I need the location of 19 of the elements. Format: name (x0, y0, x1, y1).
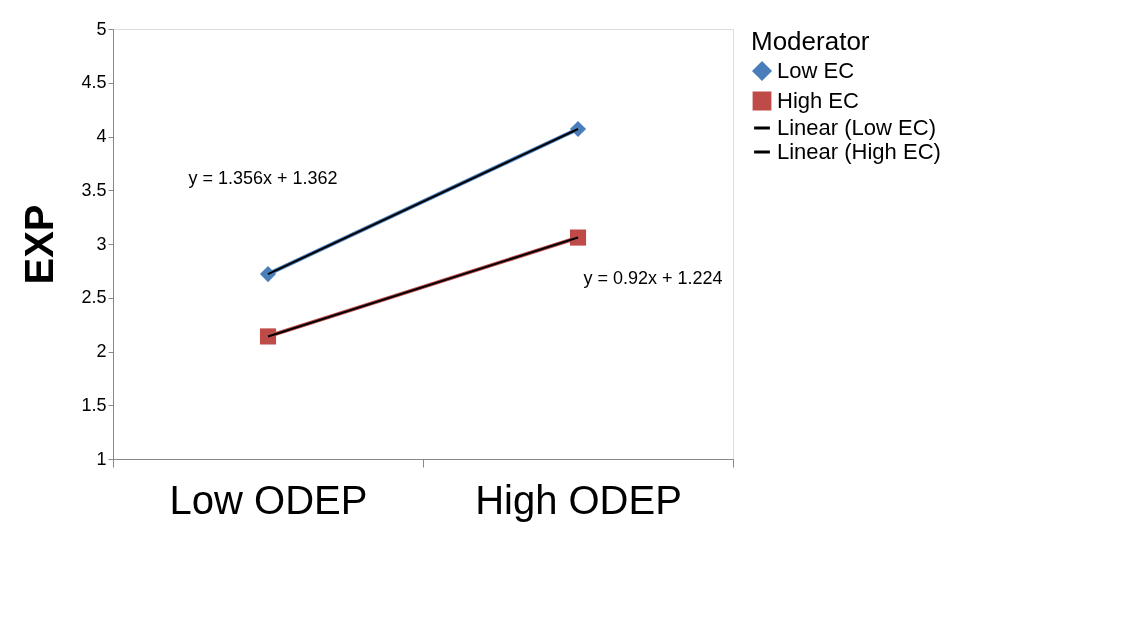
legend-label: Low EC (777, 58, 855, 83)
annotation: y = 0.92x + 1.224 (583, 268, 723, 288)
y-tick-label: 2 (96, 341, 107, 361)
annotation: y = 1.356x + 1.362 (188, 168, 338, 188)
y-tick-label: 3.5 (81, 179, 107, 200)
y-tick-label: 1.5 (81, 394, 107, 415)
legend-label: Linear (Low EC) (777, 115, 936, 140)
legend-label: High EC (777, 88, 860, 113)
y-tick-label: 5 (96, 18, 107, 39)
y-tick-label: 4 (96, 126, 107, 146)
y-tick-label: 2.5 (81, 287, 107, 308)
y-tick-label: 1 (96, 448, 107, 469)
y-tick-label: 3 (96, 233, 107, 254)
x-tick-label: Low ODEP (169, 477, 368, 522)
legend-title: Moderator (751, 26, 870, 56)
x-tick-label: High ODEP (475, 477, 682, 522)
legend-label: Linear (High EC) (777, 139, 941, 164)
y-axis-title: EXP (17, 204, 62, 285)
y-tick-label: 4.5 (81, 72, 107, 93)
